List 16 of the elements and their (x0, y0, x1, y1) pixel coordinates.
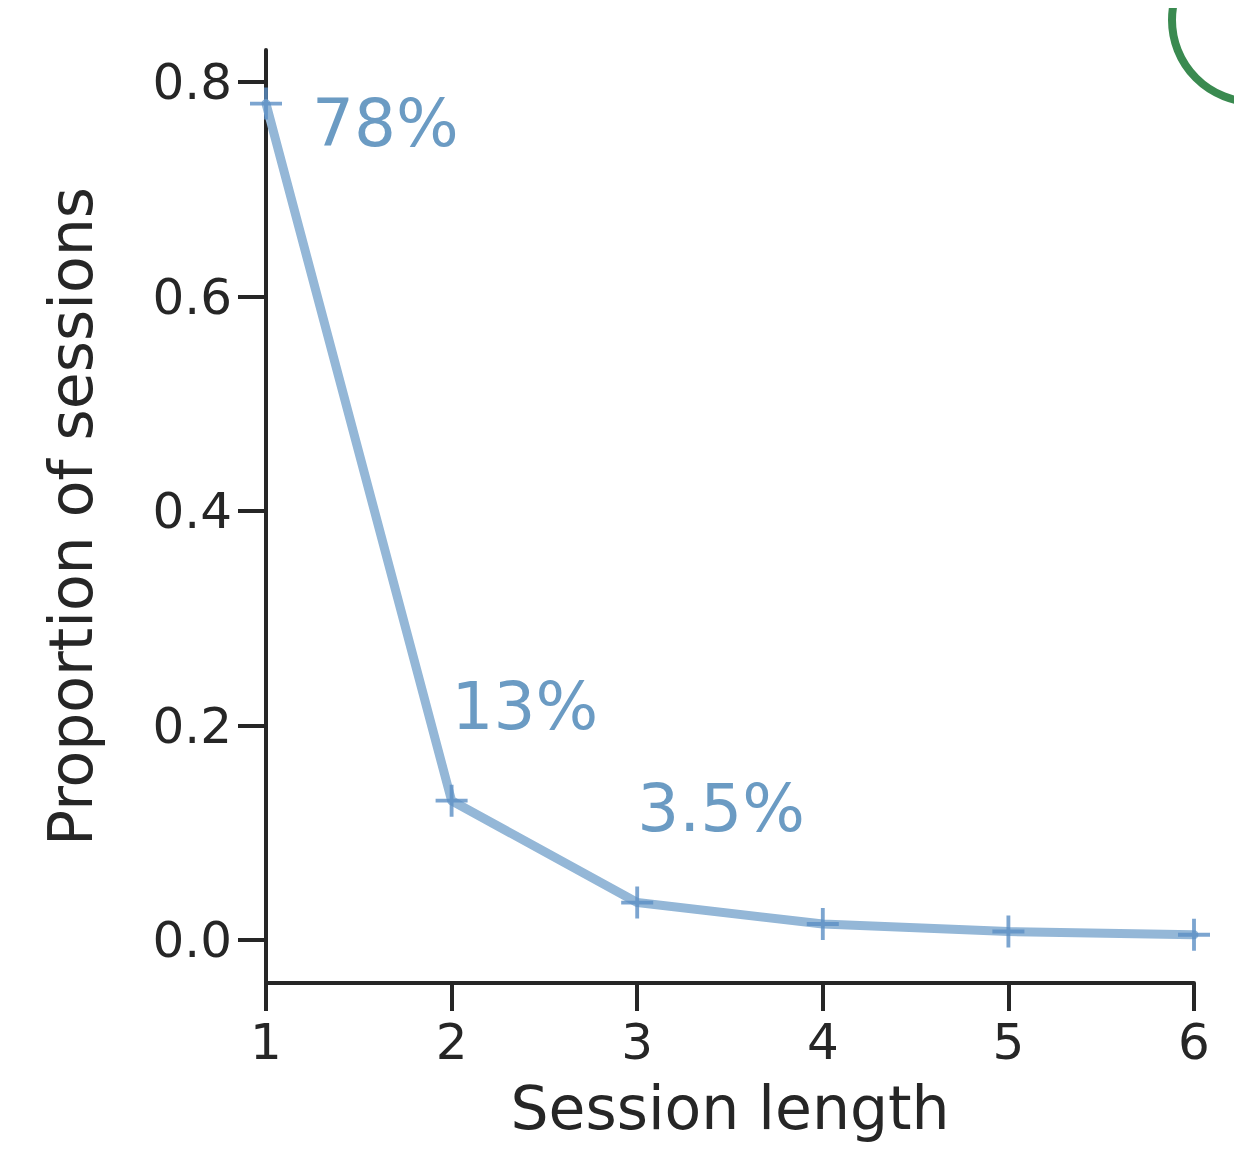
y-tick-label: 0.6 (152, 267, 232, 326)
x-tick-label: 2 (435, 1013, 468, 1071)
x-tick-label: 1 (250, 1013, 282, 1071)
x-axis-title: Session length (510, 1073, 950, 1143)
y-tick-label: 0.2 (152, 696, 232, 755)
data-label: 3.5% (637, 770, 805, 848)
x-tick-label: 3 (621, 1013, 654, 1071)
y-tick-label: 0.0 (152, 911, 232, 970)
data-label: 13% (451, 668, 599, 746)
data-label: 78% (312, 85, 459, 163)
y-tick-label: 0.4 (152, 482, 232, 541)
x-tick-label: 4 (806, 1013, 839, 1071)
y-tick-label: 0.8 (152, 53, 232, 112)
x-tick-label: 5 (992, 1013, 1025, 1071)
y-axis-title: Proportion of sessions (36, 187, 106, 846)
x-tick-label: 6 (1178, 1013, 1210, 1071)
